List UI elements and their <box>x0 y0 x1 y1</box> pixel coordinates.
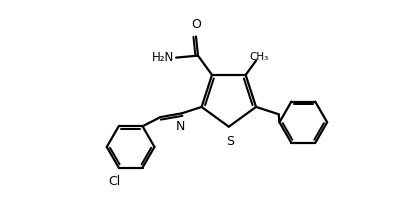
Text: O: O <box>190 18 200 31</box>
Text: H₂N: H₂N <box>152 51 174 64</box>
Text: Cl: Cl <box>108 175 121 188</box>
Text: CH₃: CH₃ <box>249 52 268 62</box>
Text: N: N <box>175 121 184 134</box>
Text: S: S <box>225 136 233 149</box>
